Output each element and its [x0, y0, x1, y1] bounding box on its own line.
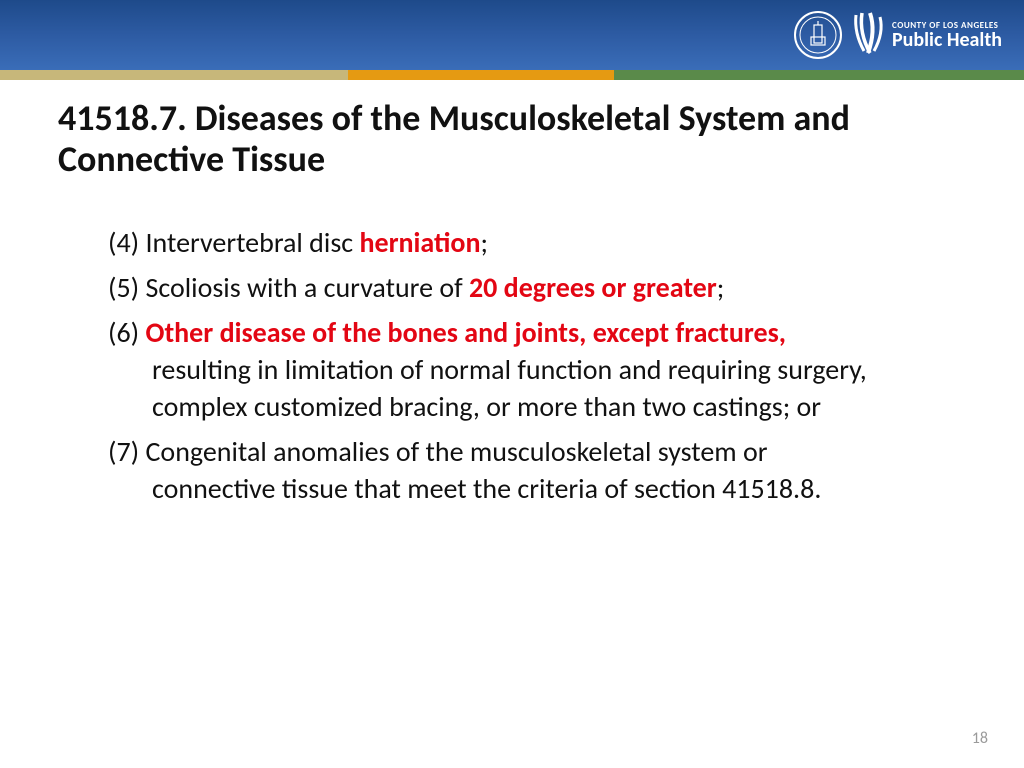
item-list: (4) Intervertebral disc herniation; (5) … — [58, 225, 966, 508]
header-logos: COUNTY OF LOS ANGELES Public Health — [794, 11, 1002, 60]
item-pre: Scoliosis with a curvature of — [139, 270, 469, 305]
list-item: (5) Scoliosis with a curvature of 20 deg… — [108, 270, 946, 307]
org-name-big: Public Health — [892, 30, 1002, 50]
item-post: ; — [717, 270, 725, 305]
item-continuation: resulting in limitation of normal functi… — [108, 352, 946, 426]
item-highlight: Other disease of the bones and joints, e… — [146, 315, 786, 350]
item-post: ; — [480, 225, 488, 260]
list-item: (7) Congenital anomalies of the musculos… — [108, 434, 946, 508]
item-highlight: herniation — [359, 225, 480, 260]
list-item: (6) Other disease of the bones and joint… — [108, 315, 946, 426]
item-num: (6) — [108, 315, 139, 350]
public-health-logo: COUNTY OF LOS ANGELES Public Health — [852, 11, 1002, 60]
accent-bar — [0, 70, 1024, 80]
item-num: (7) — [108, 434, 139, 469]
accent-seg-2 — [348, 70, 614, 80]
item-num: (5) — [108, 270, 139, 305]
item-continuation: connective tissue that meet the criteria… — [108, 471, 946, 508]
item-pre: Congenital anomalies of the musculoskele… — [139, 434, 767, 469]
county-seal-icon — [794, 11, 842, 59]
item-highlight: 20 degrees or greater — [469, 270, 717, 305]
accent-seg-1 — [0, 70, 348, 80]
item-pre: Intervertebral disc — [139, 225, 359, 260]
public-health-icon — [852, 11, 886, 60]
public-health-text: COUNTY OF LOS ANGELES Public Health — [892, 21, 1002, 50]
item-num: (4) — [108, 225, 139, 260]
slide-content: 41518.7. Diseases of the Musculoskeletal… — [0, 80, 1024, 507]
list-item: (4) Intervertebral disc herniation; — [108, 225, 946, 262]
accent-seg-3 — [614, 70, 1024, 80]
page-number: 18 — [972, 729, 988, 748]
page-title: 41518.7. Diseases of the Musculoskeletal… — [58, 98, 966, 181]
header-band: COUNTY OF LOS ANGELES Public Health — [0, 0, 1024, 70]
